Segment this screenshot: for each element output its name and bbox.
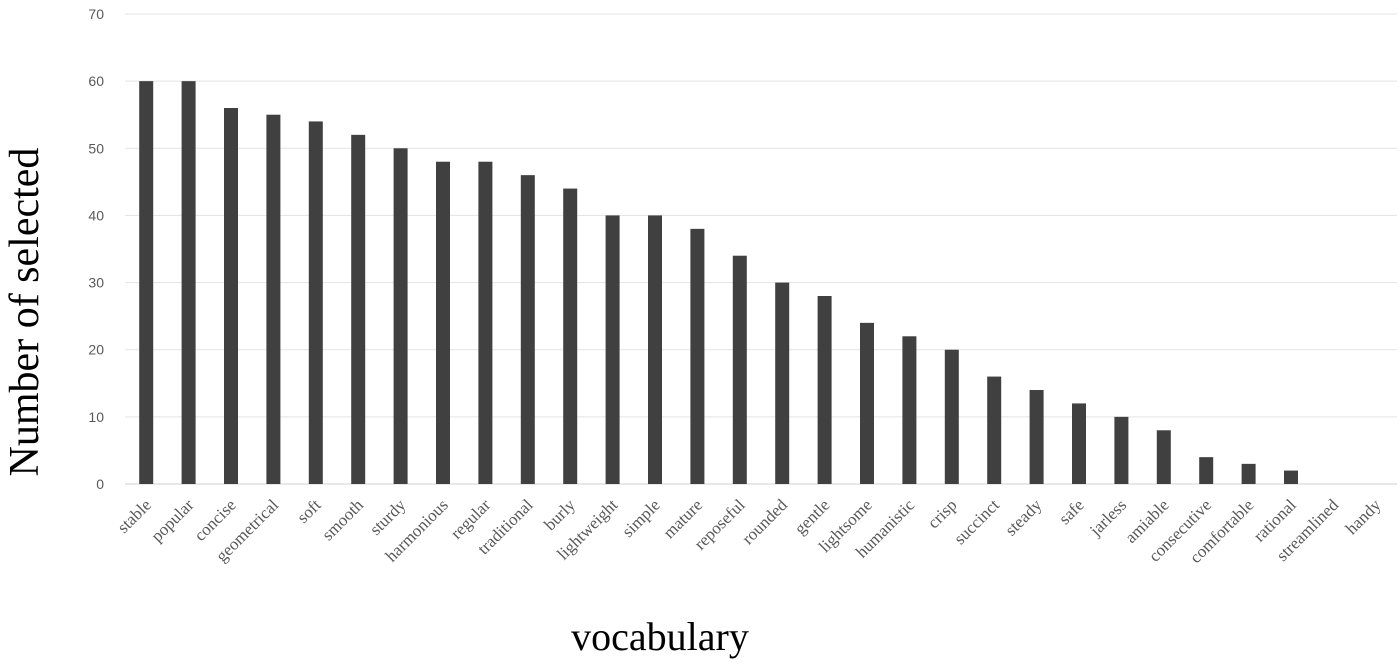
- bar-mature: [690, 228, 705, 484]
- bar-safe: [1072, 403, 1086, 484]
- bar-harmonious: [436, 161, 450, 484]
- bar-reposeful: [732, 255, 747, 484]
- y-axis-label: Number of selected: [2, 148, 48, 477]
- y-tick-label: 30: [88, 275, 104, 291]
- y-tick-label: 10: [88, 409, 104, 425]
- x-tick-label: smooth: [318, 495, 367, 544]
- bar-sturdy: [393, 148, 408, 485]
- x-tick-label: burly: [540, 495, 579, 534]
- bar-smooth: [351, 134, 366, 484]
- x-tick-label: succinct: [950, 495, 1003, 548]
- x-tick-label: safe: [1055, 495, 1088, 528]
- x-tick-label: steady: [1001, 495, 1045, 539]
- bar-lightsome: [860, 322, 874, 484]
- bar-regular: [478, 161, 493, 484]
- bar-simple: [648, 215, 662, 484]
- bars: [139, 81, 1298, 485]
- bar-stable: [139, 81, 154, 485]
- bar-rational: [1284, 470, 1298, 484]
- x-tick-label: crisp: [924, 495, 961, 532]
- bar-jarless: [1114, 416, 1129, 484]
- x-tick-label: soft: [293, 495, 325, 527]
- y-tick-label: 20: [88, 342, 104, 358]
- bar-humanistic: [902, 336, 917, 484]
- y-tick-label: 60: [88, 73, 104, 89]
- bar-steady: [1029, 390, 1044, 484]
- y-tick-label: 40: [88, 207, 104, 223]
- y-axis-ticks: 0 10 20 30 40 50 60 70: [88, 6, 104, 492]
- bar-comfortable: [1241, 463, 1256, 484]
- bar-crisp: [944, 349, 959, 484]
- x-tick-label: handy: [1342, 495, 1385, 538]
- bar-burly: [563, 188, 578, 485]
- x-tick-label: popular: [147, 495, 197, 545]
- bar-gentle: [817, 296, 832, 484]
- bar-succinct: [987, 376, 1002, 484]
- y-tick-label: 0: [96, 476, 104, 492]
- bar-amiable: [1156, 430, 1171, 484]
- bar-rounded: [775, 282, 790, 484]
- bar-geometrical: [266, 114, 281, 484]
- x-tick-label: simple: [618, 495, 663, 540]
- gridlines: [125, 13, 1397, 485]
- bar-concise: [224, 108, 238, 484]
- bar-soft: [308, 121, 323, 484]
- bar-lightweight: [605, 215, 620, 484]
- y-tick-label: 50: [88, 140, 104, 156]
- x-tick-label: rounded: [738, 495, 791, 548]
- bar-consecutive: [1199, 457, 1214, 484]
- bar-popular: [181, 81, 196, 485]
- x-axis-label: vocabulary: [571, 614, 749, 659]
- y-tick-label: 70: [88, 6, 104, 22]
- bar-traditional: [520, 175, 535, 484]
